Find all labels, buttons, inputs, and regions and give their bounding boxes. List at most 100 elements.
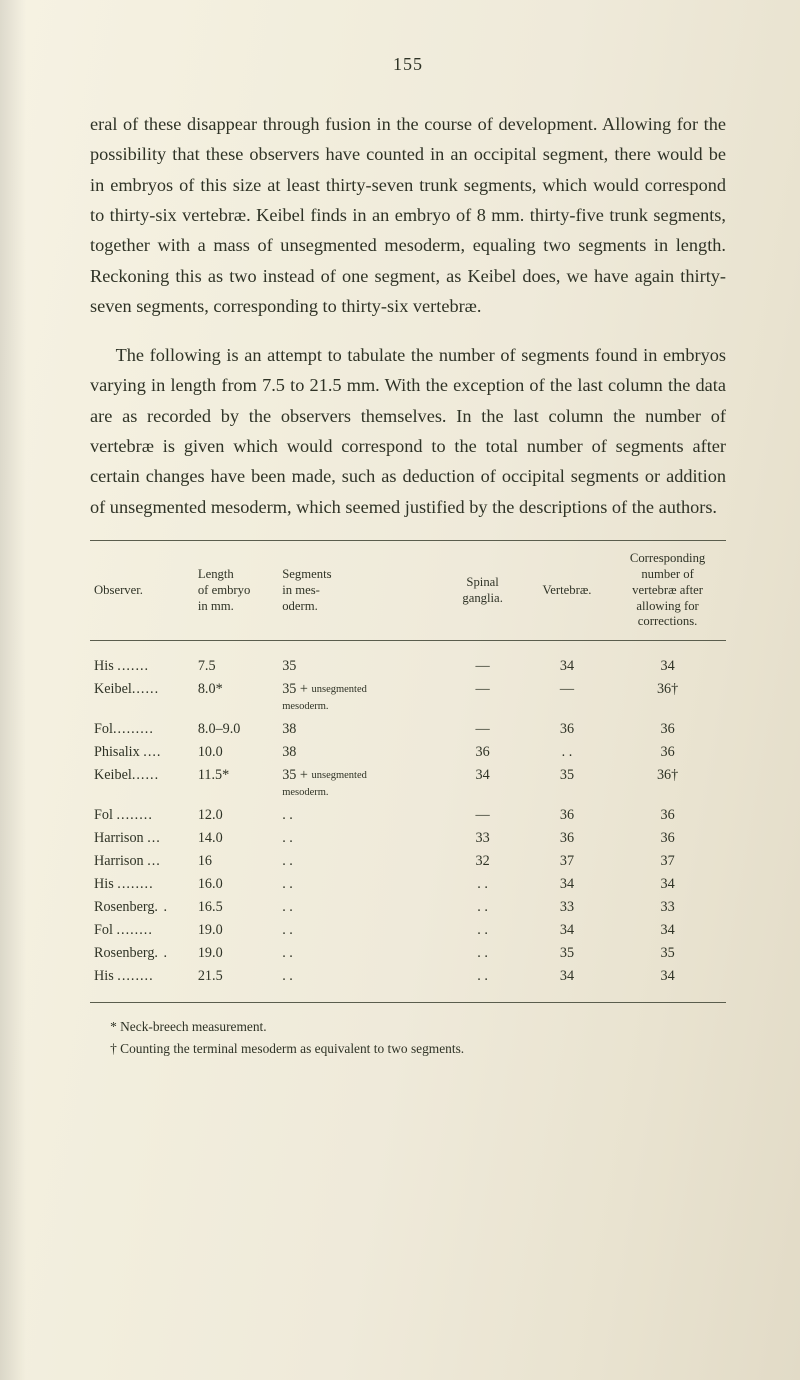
cell-corresponding: 36 (609, 804, 726, 827)
cell-corresponding: 34 (609, 873, 726, 896)
cell-observer: Keibel...... (90, 678, 194, 718)
cell-corresponding: 37 (609, 850, 726, 873)
footnotes: * Neck-breech measurement. † Counting th… (90, 1017, 726, 1059)
cell-length: 12.0 (194, 804, 278, 827)
cell-vertebrae: 35 (525, 942, 609, 965)
th-corresponding: Correspondingnumber ofvertebræ afterallo… (609, 541, 726, 640)
cell-length: 8.0* (194, 678, 278, 718)
cell-vertebrae: 33 (525, 896, 609, 919)
footnote-2: † Counting the terminal mesoderm as equi… (90, 1039, 726, 1059)
cell-vertebrae: 35 (525, 764, 609, 804)
cell-length: 16.5 (194, 896, 278, 919)
cell-spinal: — (440, 804, 524, 827)
cell-vertebrae: — (525, 678, 609, 718)
cell-spinal: — (440, 655, 524, 678)
th-vertebrae: Vertebræ. (525, 541, 609, 640)
cell-vertebrae: 36 (525, 804, 609, 827)
cell-vertebrae: 34 (525, 919, 609, 942)
table-row: His .......7.535—3434 (90, 655, 726, 678)
cell-observer: His ....... (90, 655, 194, 678)
cell-spinal: — (440, 718, 524, 741)
cell-length: 19.0 (194, 919, 278, 942)
table-row: Phisalix ....10.03836. .36 (90, 741, 726, 764)
cell-length: 16 (194, 850, 278, 873)
cell-corresponding: 36† (609, 764, 726, 804)
cell-corresponding: 34 (609, 655, 726, 678)
cell-corresponding: 36 (609, 741, 726, 764)
table-rule-bottom (90, 1002, 726, 1003)
cell-spinal: . . (440, 919, 524, 942)
table-head: Observer. Lengthof embryoin mm. Segments… (90, 541, 726, 640)
table-body-wrap: His .......7.535—3434Keibel......8.0*35 … (90, 655, 726, 988)
cell-segments: . . (278, 896, 440, 919)
table-row: Fol ........12.0. .—3636 (90, 804, 726, 827)
cell-spinal: 33 (440, 827, 524, 850)
table-row: Keibel......8.0*35 + unsegmentedmesoderm… (90, 678, 726, 718)
cell-segments: 38 (278, 718, 440, 741)
th-observer: Observer. (90, 541, 194, 640)
table-row: Fol ........19.0. .. .3434 (90, 919, 726, 942)
cell-vertebrae: 36 (525, 827, 609, 850)
cell-segments: . . (278, 919, 440, 942)
paragraph-2: The following is an attempt to tabulate … (90, 340, 726, 522)
cell-length: 19.0 (194, 942, 278, 965)
cell-observer: Harrison ... (90, 850, 194, 873)
table: Observer. Lengthof embryoin mm. Segments… (90, 541, 726, 640)
cell-segments: . . (278, 827, 440, 850)
cell-observer: His ........ (90, 965, 194, 988)
cell-spinal: . . (440, 942, 524, 965)
cell-segments: 35 + unsegmentedmesoderm. (278, 678, 440, 718)
cell-corresponding: 36 (609, 718, 726, 741)
cell-corresponding: 36† (609, 678, 726, 718)
table-row: Harrison ...16. .323737 (90, 850, 726, 873)
th-spinal: Spinalganglia. (440, 541, 524, 640)
cell-observer: Rosenberg. . (90, 942, 194, 965)
cell-segments: . . (278, 942, 440, 965)
table-row: Rosenberg. .16.5. .. .3333 (90, 896, 726, 919)
cell-spinal: — (440, 678, 524, 718)
cell-length: 16.0 (194, 873, 278, 896)
scanned-page: 155 eral of these disappear through fusi… (0, 0, 800, 1380)
cell-spinal: . . (440, 896, 524, 919)
cell-vertebrae: 34 (525, 873, 609, 896)
cell-corresponding: 33 (609, 896, 726, 919)
cell-corresponding: 36 (609, 827, 726, 850)
cell-observer: Keibel...... (90, 764, 194, 804)
cell-length: 11.5* (194, 764, 278, 804)
cell-observer: Phisalix .... (90, 741, 194, 764)
cell-segments: 35 (278, 655, 440, 678)
cell-spinal: 36 (440, 741, 524, 764)
cell-observer: Harrison ... (90, 827, 194, 850)
table-row: Keibel......11.5*35 + unsegmentedmesoder… (90, 764, 726, 804)
cell-vertebrae: 34 (525, 655, 609, 678)
cell-vertebrae: . . (525, 741, 609, 764)
cell-corresponding: 34 (609, 919, 726, 942)
cell-spinal: . . (440, 873, 524, 896)
cell-spinal: . . (440, 965, 524, 988)
cell-spinal: 34 (440, 764, 524, 804)
footnote-1: * Neck-breech measurement. (90, 1017, 726, 1037)
cell-segments: 38 (278, 741, 440, 764)
th-length: Lengthof embryoin mm. (194, 541, 278, 640)
segments-table: Observer. Lengthof embryoin mm. Segments… (90, 540, 726, 1003)
cell-observer: Fol ........ (90, 804, 194, 827)
page-number: 155 (90, 54, 726, 75)
cell-segments: . . (278, 850, 440, 873)
table-body: His .......7.535—3434Keibel......8.0*35 … (90, 655, 726, 988)
cell-observer: Rosenberg. . (90, 896, 194, 919)
cell-observer: Fol ........ (90, 919, 194, 942)
cell-corresponding: 34 (609, 965, 726, 988)
table-row: His ........16.0. .. .3434 (90, 873, 726, 896)
cell-observer: Fol......... (90, 718, 194, 741)
table-row: Rosenberg. .19.0. .. .3535 (90, 942, 726, 965)
th-segments: Segmentsin mes-oderm. (278, 541, 440, 640)
spine-shadow (0, 0, 26, 1380)
cell-vertebrae: 34 (525, 965, 609, 988)
cell-length: 21.5 (194, 965, 278, 988)
cell-length: 10.0 (194, 741, 278, 764)
cell-length: 8.0–9.0 (194, 718, 278, 741)
cell-corresponding: 35 (609, 942, 726, 965)
cell-vertebrae: 36 (525, 718, 609, 741)
cell-vertebrae: 37 (525, 850, 609, 873)
paragraph-1: eral of these disappear through fusion i… (90, 109, 726, 322)
